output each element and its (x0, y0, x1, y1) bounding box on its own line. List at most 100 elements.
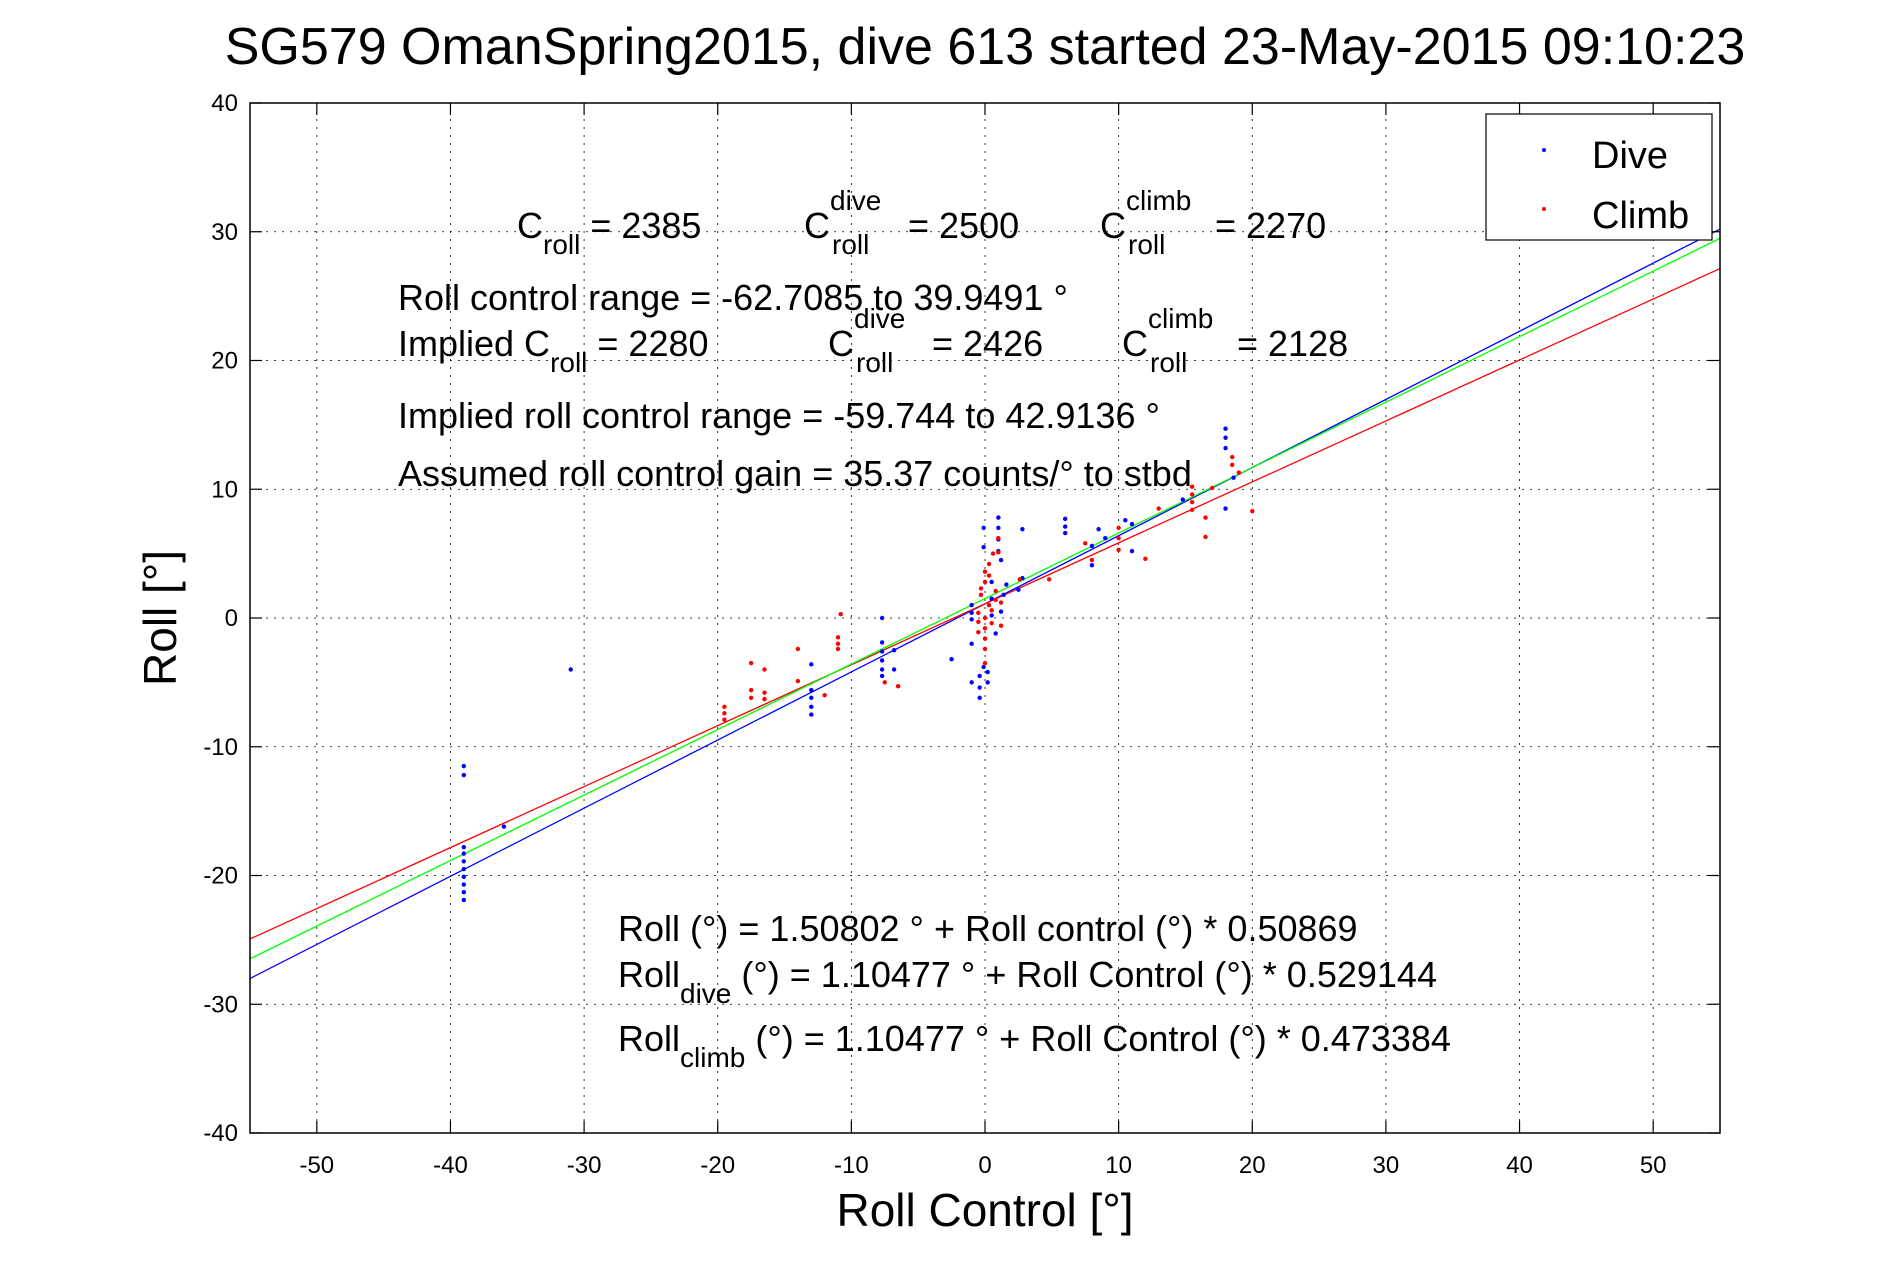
dive-point (879, 667, 885, 672)
climb-point (986, 602, 992, 608)
climb-point (996, 550, 1001, 555)
climb-point (993, 597, 998, 603)
climb-point (1230, 462, 1235, 467)
dive-point (879, 658, 885, 663)
climb-point (1116, 547, 1121, 552)
dive-point (981, 544, 986, 550)
climb-point (1189, 507, 1195, 513)
x-tick-label: -30 (567, 1152, 602, 1179)
dive-point (879, 640, 885, 645)
climb-point (795, 646, 801, 652)
climb-point (722, 717, 727, 722)
dive-point (461, 859, 467, 864)
gain-text: Assumed roll control gain = 35.37 counts… (398, 453, 1192, 494)
dive-point (461, 763, 467, 769)
climb-point (998, 600, 1004, 605)
dive-point (993, 631, 998, 636)
dive-point (1062, 530, 1068, 536)
dive-point (891, 647, 897, 653)
implied-c-roll-climb-text: Cclimb roll = 2128 (1122, 303, 1348, 378)
x-tick-label: 30 (1373, 1152, 1400, 1179)
climb-point (1083, 541, 1088, 546)
dive-point (879, 649, 885, 654)
dive-point (461, 874, 467, 879)
dive-point (1001, 592, 1006, 598)
climb-point (882, 680, 887, 685)
y-tick-label: -30 (203, 991, 238, 1018)
dive-point (1129, 521, 1135, 527)
climb-point (1116, 535, 1121, 541)
dive-point (461, 890, 467, 895)
dive-point (996, 515, 1001, 520)
c-roll-climb-text: Cclimb roll = 2270 (1100, 185, 1326, 260)
dive-point (809, 704, 814, 710)
climb-point (838, 611, 843, 617)
dive-point (969, 641, 974, 646)
climb-point (986, 561, 992, 567)
data-points (461, 426, 1255, 903)
c-roll-dive-text: Cdive roll = 2500 (804, 185, 1019, 260)
x-tick-label: 20 (1239, 1152, 1266, 1179)
dive-point (985, 669, 990, 675)
dive-point (969, 617, 974, 622)
y-tick-label: 20 (211, 348, 238, 375)
dive-point (989, 596, 994, 601)
dive-point (949, 657, 954, 662)
dive-point (1223, 435, 1228, 440)
dive-point (501, 824, 507, 829)
c-roll-text: Croll = 2385 (517, 205, 701, 260)
dive-point (1231, 475, 1236, 480)
implied-range-text: Implied roll control range = -59.744 to … (398, 395, 1160, 436)
climb-point (1236, 470, 1242, 475)
annotations: Croll = 2385 Cdive roll = 2500 Cclimb roll… (398, 185, 1451, 1073)
climb-point (722, 704, 727, 710)
dive-point (1103, 535, 1108, 541)
climb-point (795, 678, 801, 684)
climb-point (1209, 485, 1215, 491)
dive-point (461, 866, 467, 872)
climb-point (976, 619, 981, 625)
dive-point (1223, 506, 1228, 511)
dive-point (1123, 517, 1128, 523)
dive-point (1004, 582, 1009, 587)
dive-point (1089, 563, 1095, 568)
climb-point (982, 626, 988, 631)
climb-point (996, 535, 1001, 541)
roll-control-range-text: Roll control range = -62.7085 to 39.9491… (398, 277, 1068, 318)
dive-point (891, 667, 897, 672)
dive-point (1129, 548, 1135, 554)
climb-point (722, 711, 727, 716)
axis-ticks: -50 -40 -30 -20 -10 0 10 20 30 40 50 -40 -30 -20 -10 0 1… (203, 90, 1720, 1179)
dive-point (879, 615, 885, 621)
dive-point (989, 579, 994, 585)
x-tick-label: 0 (978, 1152, 991, 1179)
fit-all-text: Roll (°) = 1.50802 ° + Roll control (°) … (618, 908, 1358, 949)
dive-point (1096, 526, 1101, 532)
y-tick-label: -20 (203, 863, 238, 890)
x-tick-label: -10 (834, 1152, 869, 1179)
dive-point (568, 667, 573, 672)
climb-point (1017, 577, 1022, 582)
climb-point (762, 690, 767, 695)
legend-climb-marker (1542, 207, 1546, 211)
climb-point (835, 635, 841, 640)
climb-point (1089, 557, 1095, 563)
climb-point (998, 623, 1004, 628)
climb-point (989, 608, 994, 613)
climb-point (982, 646, 988, 652)
x-axis-label: Roll Control [°] (836, 1184, 1133, 1236)
y-tick-label: 40 (211, 90, 238, 117)
chart-title: SG579 OmanSpring2015, dive 613 started 2… (225, 18, 1746, 76)
dive-point (977, 695, 982, 701)
dive-point (996, 525, 1001, 531)
dive-point (1223, 445, 1228, 451)
climb-point (1143, 556, 1148, 561)
dive-point (1020, 526, 1025, 532)
climb-point (762, 667, 767, 672)
dive-point (461, 851, 467, 856)
legend: Dive Climb (1485, 113, 1713, 241)
climb-point (1116, 525, 1121, 531)
climb-point (822, 693, 827, 698)
dive-point (809, 695, 814, 701)
dive-point (879, 673, 885, 679)
